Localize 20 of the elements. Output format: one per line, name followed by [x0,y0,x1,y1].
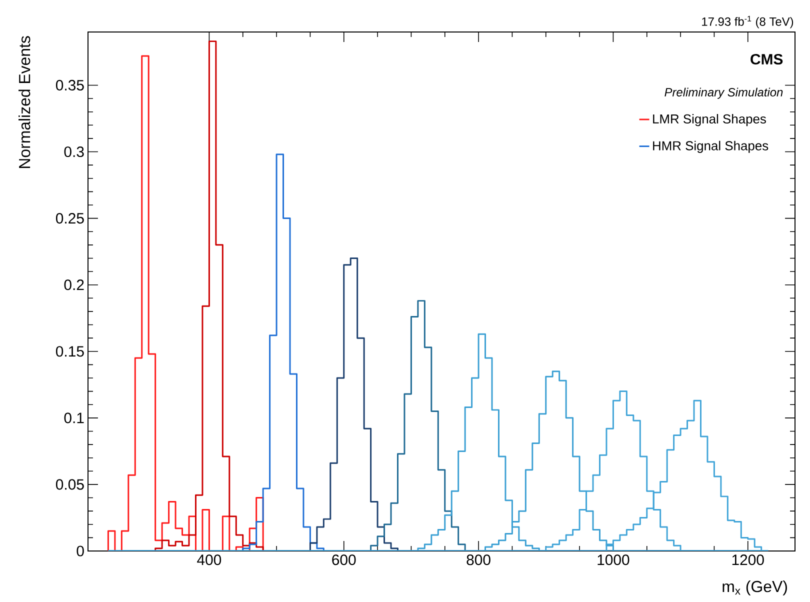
annotation: CMS [750,54,783,65]
legend-label: LMR Signal Shapes [653,114,766,126]
y-tick-label: 0 [76,546,84,556]
x-tick-label: 400 [197,554,222,566]
chart-title: 17.93 fb$^{-1}$ (8 TeV) [702,16,794,28]
y-tick-label: 0.35 [56,80,84,91]
y-tick-label: 0.1 [64,412,84,424]
x-tick-label: 1000 [598,554,630,566]
y-tick-label: 0.3 [64,146,84,158]
x-tick-label: 600 [332,554,356,566]
y-tick-label: 0.25 [56,213,84,224]
x-tick-label: 1200 [732,554,764,566]
x-tick-label: 800 [466,554,490,566]
legend-label: HMR Signal Shapes [653,140,768,153]
y-tick-label: 0.05 [56,479,84,490]
y-tick-label: 0.2 [64,280,84,290]
annotation: Preliminary Simulation [664,88,783,99]
y-axis-title: Normalized Events [18,36,30,168]
x-axis-title: m$_{x}$ (GeV) [722,580,787,596]
y-tick-label: 0.15 [56,346,84,357]
